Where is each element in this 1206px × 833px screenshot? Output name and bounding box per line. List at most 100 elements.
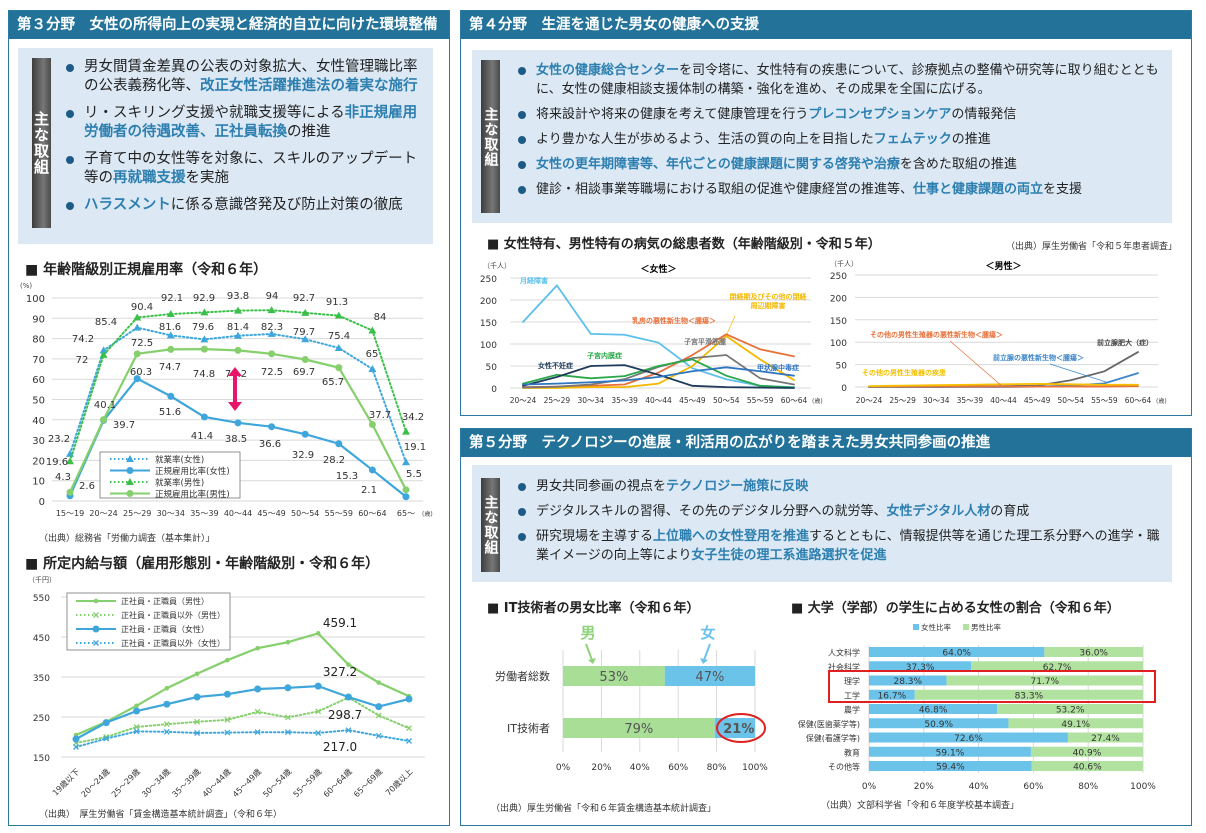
highlight-text: 非正規雇用労働者の待遇改善、正社員転換: [84, 105, 418, 140]
series-label: 子宮内膜症: [587, 351, 622, 360]
measure-text: リ・スキリング支援や就職支援等による非正規雇用労働者の待遇改善、正社員転換の推進: [84, 104, 421, 142]
y-axis-unit: （千円）: [28, 575, 56, 584]
x-tick-label: 55～59: [1091, 396, 1118, 405]
x-tick-label: 100%: [742, 763, 768, 773]
data-label: 37.7: [369, 410, 391, 421]
text-segment: を実施: [185, 170, 230, 186]
y-tick-label: 250: [480, 275, 497, 285]
series-line-4: [75, 729, 410, 748]
data-point-dot: [255, 645, 260, 651]
disease-female-chart: 0 50 100 150 200 250 （千人） (歳) ＜女性＞ 20～24 25～29 30～3…: [480, 261, 823, 405]
data-point-circle: [133, 350, 141, 358]
x-tick-label: 20～24: [510, 396, 537, 405]
category-label: 教育: [844, 747, 860, 757]
x-tick-label: 40～44歳: [200, 766, 233, 799]
data-label: 65.7: [322, 377, 344, 388]
data-label: 92.7: [293, 293, 315, 304]
data-label: 81.4: [227, 322, 249, 333]
bar-segment: [869, 746, 1031, 757]
bullet-icon: [66, 110, 74, 118]
data-point-x: [375, 732, 382, 739]
text-segment: するとともに、情報提供等を通じた理工系分野への進学・職業イメージの向上等により: [536, 529, 1160, 563]
data-point-circle: [335, 440, 343, 448]
bar-segment: [1030, 746, 1143, 757]
y-tick-label: 80: [32, 335, 45, 346]
series-line-1: [74, 632, 411, 737]
data-point-x: [406, 738, 412, 744]
x-tick-label: 25～29歳: [109, 766, 142, 799]
data-label: 84: [374, 312, 387, 323]
data-label: 459.1: [323, 616, 357, 630]
y-tick-label: 200: [480, 297, 497, 307]
bar-value-label: 16.7%: [878, 691, 907, 701]
x-tick-label: 65～69歳: [351, 766, 384, 799]
x-tick-label: 40～44: [645, 396, 672, 405]
data-point-x: [315, 730, 322, 736]
series-line-3: [522, 334, 795, 389]
category-label: 理学: [844, 676, 860, 686]
series-label: 前立腺の悪性新生物＜腫瘍＞: [993, 353, 1084, 362]
category-label: IT技術者: [507, 722, 550, 735]
employment-chart-title: ■ 年齢階級別正規雇用率（令和６年）: [25, 262, 268, 278]
x-tick-label: 100%: [1130, 782, 1156, 792]
data-point-circle: [268, 423, 276, 431]
bar-segment: [869, 675, 947, 686]
data-point-x: [163, 728, 170, 735]
y-tick-label: 100: [480, 341, 497, 351]
data-point-x: [375, 712, 382, 719]
data-point-dot: [285, 639, 291, 645]
section4-bullets: 女性の健康総合センターを司令塔に、女性特有の疾患について、診療拠点の整備や研究等…: [518, 61, 1168, 199]
data-point-circle: [402, 486, 410, 494]
y-tick-label: 0: [841, 384, 847, 394]
data-label: 82.3: [261, 322, 283, 333]
section5-measures-box: 主な取組 男女共同参画の視点をテクノロジー施策に反映 デジタルスキルの習得、その先…: [472, 465, 1172, 582]
bar-value-label: 50.9%: [924, 720, 953, 730]
y-axis-unit: （千人）: [483, 261, 511, 270]
university-chart-title: ■ 大学（学部）の学生に占める女性の割合（令和６年）: [791, 601, 1120, 616]
leader-line: [1049, 363, 1107, 383]
measure-item: リ・スキリング支援や就職支援等による非正規雇用労働者の待遇改善、正社員転換の推進: [66, 104, 421, 142]
series-line-6: [522, 364, 795, 389]
wage-chart-title: ■ 所定内給与額（雇用形態別・年齢階級別・令和６年）: [25, 556, 380, 572]
it-ratio-chart: 0% 20% 40% 60% 80% 100% 労働者総数 53% 47% IT技術者 79% 21%…: [495, 624, 768, 773]
bar-segment: [946, 675, 1143, 686]
measure-item: 男女共同参画の視点をテクノロジー施策に反映: [518, 477, 1168, 496]
text-segment: 健診・相談事業等職場における取組の促進や健康経営の推進等、: [536, 182, 914, 197]
data-label: 72.5: [261, 367, 283, 378]
legend-label: 正社員・正職員（男性）: [121, 596, 209, 606]
bar-segment: [914, 689, 1143, 700]
data-point-x: [284, 729, 291, 736]
data-label: 38.5: [225, 434, 247, 445]
bar-segment: [563, 718, 715, 738]
bar-segment: [664, 666, 755, 686]
bar-value-label: 37.3%: [906, 663, 935, 673]
bar-value-label: 59.4%: [936, 763, 965, 773]
x-tick-label: 45～49歳: [230, 766, 263, 799]
section4-measures-box: 主な取組 女性の健康総合センターを司令塔に、女性特有の疾患について、診療拠点の整…: [472, 50, 1172, 223]
data-point-dot: [164, 685, 170, 691]
y-tick-label: 20: [32, 456, 45, 467]
x-tick-label: 20～24: [856, 396, 883, 405]
data-label: 79.6: [192, 322, 214, 333]
x-tick-label: 50～54: [1057, 396, 1084, 405]
data-point-x: [194, 730, 201, 736]
highlight-text: 女性の更年期障害等、年代ごとの健康課題に関する啓発や治療: [536, 157, 900, 172]
data-label: 39.7: [113, 420, 135, 431]
x-tick-label: 55～59: [325, 509, 353, 518]
highlight-text: 上位職への女性登用を推進: [653, 529, 810, 544]
series-label-menopause: 閉経期及びその他の閉経周辺期障害: [729, 293, 807, 310]
x-tick-label: 60～64: [781, 396, 808, 405]
employment-chart: 0 10 20 30 40 50 60 70 80 90 100 (%) (歳) 15～19 20～24 25…: [20, 282, 433, 518]
y-tick-label: 150: [830, 317, 847, 327]
data-point-circle: [102, 719, 110, 727]
x-tick-label: 45～49: [679, 396, 706, 405]
arrow-head-icon: [588, 658, 596, 664]
it-source: （出典）厚生労働省「令和６年賃金構造基本統計調査」: [491, 804, 717, 814]
data-point-triangle: [133, 313, 142, 321]
y-tick-label: 100: [830, 339, 847, 349]
data-label: 32.9: [292, 450, 314, 461]
data-point-triangle: [301, 335, 310, 343]
measure-item: 子育て中の女性等を対象に、スキルのアップデート等の再就職支援を実施: [66, 150, 421, 188]
x-axis-unit: (歳): [1156, 397, 1167, 405]
